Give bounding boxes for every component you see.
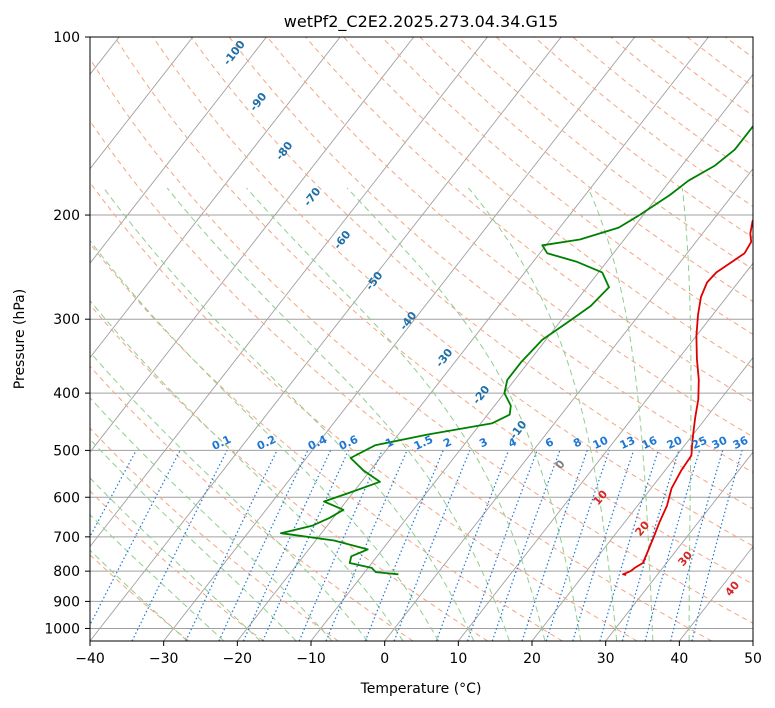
y-tick-label: 400 [53,386,80,402]
mixing-ratio-label: 13 [618,434,637,452]
isotherm-line [605,451,753,641]
y-tick-label: 1000 [44,621,80,637]
dry-adiabat [190,37,753,510]
isotherm-line [90,37,415,453]
isotherm-line [531,356,753,641]
isotherm-line [384,168,753,641]
dry-adiabat [114,37,753,585]
isotherm-line [90,37,488,548]
moist-adiabat-lines [90,187,692,641]
moist-adiabat [103,187,475,641]
mixing-ratio-line [621,450,680,641]
y-tick-label: 200 [53,208,80,224]
mixing-ratio-line [262,450,350,641]
x-tick-label: 50 [744,651,762,667]
mixing-ratio-label: 36 [731,434,751,452]
x-tick-label: −30 [149,651,179,667]
dry-adiabat-lines [90,37,753,641]
dry-adiabat [90,365,414,641]
plot-frame [89,36,754,642]
mixing-ratio-line [466,450,538,641]
mixing-ratio-label: 20 [665,434,685,452]
x-tick-label: 20 [523,651,541,667]
mixing-ratio-line [491,450,561,641]
dry-adiabat [343,37,753,369]
sounding-profiles [280,124,753,576]
y-tick-label: 700 [53,530,80,546]
mixing-ratio-line [131,450,228,641]
plot-area: 0.1 0.2 0.4 0.6 1 1.5 2 3 4 6 8 10 13 16 20 25 30 36-100-… [90,37,753,641]
isotherm-line [90,37,341,359]
mixing-ratio-line [393,450,471,641]
x-tick-label: −40 [75,651,105,667]
dry-adiabat [90,427,339,641]
dry-adiabat [90,57,753,624]
isotherm-lines [90,37,753,641]
x-tick-label: 30 [597,651,615,667]
mixing-ratio-lines [90,450,743,641]
x-tick-label: −20 [223,651,253,667]
isotherm-line [310,73,753,641]
y-tick-label: 600 [53,490,80,506]
y-tick-label: 100 [53,30,80,46]
y-tick-label: 500 [53,443,80,459]
moist-adiabat [90,477,261,641]
temperature-profile [622,218,753,576]
mixing-ratio-label: 10 [591,434,611,452]
moist-adiabat [90,438,297,641]
isotherm-line [90,37,562,641]
mixing-ratio-line [435,450,510,641]
dry-adiabat [90,120,712,641]
isotherm-line [90,37,194,170]
mixing-ratio-line [364,450,444,641]
mixing-ratio-line [521,450,588,641]
dry-adiabat [228,37,753,474]
dry-adiabat [90,554,190,641]
dry-adiabat [305,37,753,403]
moist-adiabat [346,187,582,641]
mixing-ratio-line [691,450,743,641]
moist-adiabat [681,187,692,641]
x-tick-label: 0 [380,651,389,667]
y-tick-label: 800 [53,564,80,580]
isotherm-line [236,37,709,641]
mixing-ratio-line [599,450,659,641]
y-axis-label: Pressure (hPa) [12,289,28,389]
mixing-ratio-label: 16 [640,434,660,452]
chart-title: wetPf2_C2E2.2025.273.04.34.G15 [284,12,558,32]
mixing-ratio-label: 30 [710,434,730,452]
mixing-ratio-line [545,450,610,641]
dewpoint-profile [280,124,753,576]
y-tick-label: 900 [53,594,80,610]
isotherm-line [90,37,267,264]
mixing-ratio-line [572,450,635,641]
isotherm-line [163,37,636,641]
moist-adiabat [90,397,333,641]
mixing-ratio-line [644,450,701,641]
y-tick-label: 300 [53,312,80,328]
mixing-ratio-line [298,450,383,641]
moist-adiabat [246,187,546,641]
mixing-ratio-line [325,450,408,641]
x-tick-label: 40 [670,651,688,667]
x-axis: −40 −30 −20 −10 0 10 20 30 40 50 [75,641,762,667]
x-tick-label: −10 [296,651,326,667]
mixing-ratio-line [670,450,724,641]
moist-adiabat [166,187,510,641]
mixing-ratio-label: 25 [690,434,709,452]
dry-adiabat [419,37,753,303]
dry-adiabat [90,242,563,641]
dry-adiabat [90,181,638,641]
y-axis: 100 200 300 400 500 600 700 800 900 1000 [44,30,90,637]
moist-adiabat [90,299,404,641]
moist-adiabat [587,187,654,641]
x-tick-label: 10 [449,651,467,667]
moist-adiabat [90,239,439,641]
isotherm-line [457,262,753,641]
dry-adiabat [90,304,488,641]
x-axis-label: Temperature (°C) [360,681,482,697]
